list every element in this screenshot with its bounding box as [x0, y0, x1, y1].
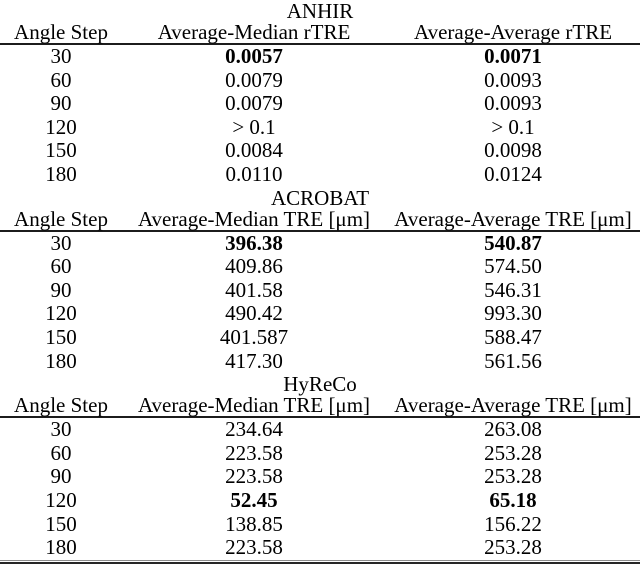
- average-rtre-cell: 0.0093: [484, 91, 542, 116]
- table-row: 120 490.42 993.30: [0, 302, 640, 326]
- table-row: 120 > 0.1 > 0.1: [0, 114, 640, 140]
- median-rtre-cell: 0.0079: [225, 91, 283, 116]
- angle-step-cell: 90: [50, 277, 72, 302]
- table-bottom-rule: [0, 559, 640, 565]
- median-rtre-cell: 0.0084: [225, 138, 283, 163]
- median-tre-cell: 401.58: [225, 277, 283, 302]
- angle-step-cell: 150: [45, 511, 77, 536]
- table-row: 30 234.64 263.08: [0, 417, 640, 442]
- table-row: 90 223.58 253.28: [0, 465, 640, 489]
- table-row: 180 0.0110 0.0124: [0, 161, 640, 187]
- table-row: 150 0.0084 0.0098: [0, 139, 640, 163]
- table-title-row: HyReCo: [0, 373, 640, 395]
- table-row: 150 138.85 156.22: [0, 511, 640, 537]
- column-header-median-tre: Average-Median TRE [μm]: [122, 395, 386, 419]
- table-header-row: Angle Step Average-Median TRE [μm] Avera…: [0, 395, 640, 419]
- median-tre-cell: 234.64: [225, 417, 283, 442]
- column-header-angle-step: Angle Step: [0, 22, 122, 45]
- median-rtre-cell: 0.0057: [225, 44, 283, 68]
- angle-step-cell: 150: [45, 324, 77, 349]
- median-tre-cell: 138.85: [225, 511, 283, 536]
- angle-step-cell: 180: [45, 535, 77, 560]
- angle-step-cell: 120: [45, 114, 77, 139]
- average-tre-cell: 253.28: [484, 464, 542, 489]
- angle-step-cell: 120: [45, 301, 77, 326]
- table-row: 120 52.45 65.18: [0, 487, 640, 513]
- column-header-median-rtre: Average-Median rTRE: [122, 22, 386, 45]
- angle-step-cell: 180: [45, 348, 77, 373]
- average-tre-cell: 65.18: [489, 487, 537, 512]
- average-rtre-cell: 0.0098: [484, 138, 542, 163]
- average-rtre-cell: 0.0124: [484, 161, 542, 186]
- average-tre-cell: 588.47: [484, 324, 542, 349]
- average-tre-cell: 253.28: [484, 535, 542, 560]
- table-title: HyReCo: [283, 372, 357, 397]
- average-tre-cell: 561.56: [484, 348, 542, 373]
- median-tre-cell: 396.38: [225, 230, 283, 255]
- median-rtre-cell: 0.0079: [225, 67, 283, 92]
- table-section-acrobat: ACROBAT Angle Step Average-Median TRE [μ…: [0, 187, 640, 374]
- angle-step-cell: 150: [45, 138, 77, 163]
- average-rtre-cell: > 0.1: [491, 114, 535, 139]
- average-rtre-cell: 0.0071: [484, 44, 542, 68]
- average-rtre-cell: 0.0093: [484, 67, 542, 92]
- average-tre-cell: 253.28: [484, 440, 542, 465]
- median-tre-cell: 52.45: [230, 487, 278, 512]
- table-row: 60 0.0079 0.0093: [0, 67, 640, 93]
- average-tre-cell: 993.30: [484, 301, 542, 326]
- table-header-row: Angle Step Average-Median rTRE Average-A…: [0, 22, 640, 45]
- angle-step-cell: 90: [50, 464, 72, 489]
- column-header-average-tre: Average-Average TRE [μm]: [386, 395, 640, 419]
- table-title: ANHIR: [286, 0, 354, 23]
- angle-step-cell: 60: [50, 254, 72, 279]
- median-tre-cell: 409.86: [225, 254, 283, 279]
- table-section-hyreco: HyReCo Angle Step Average-Median TRE [μm…: [0, 373, 640, 560]
- angle-step-cell: 60: [50, 440, 72, 465]
- column-header-median-tre: Average-Median TRE [μm]: [122, 208, 386, 232]
- median-rtre-cell: 0.0110: [225, 161, 283, 186]
- median-tre-cell: 417.30: [225, 348, 283, 373]
- average-tre-cell: 546.31: [484, 277, 542, 302]
- column-header-angle-step: Angle Step: [0, 208, 122, 232]
- median-tre-cell: 223.58: [225, 440, 283, 465]
- table-row: 90 401.58 546.31: [0, 277, 640, 303]
- table-row: 60 223.58 253.28: [0, 440, 640, 466]
- table-row: 150 401.587 588.47: [0, 324, 640, 350]
- median-tre-cell: 223.58: [225, 535, 283, 560]
- angle-step-cell: 30: [50, 44, 72, 68]
- table-row: 30 0.0057 0.0071: [0, 44, 640, 69]
- column-header-average-rtre: Average-Average rTRE: [386, 22, 640, 45]
- average-tre-cell: 574.50: [484, 254, 542, 279]
- table-row: 90 0.0079 0.0093: [0, 92, 640, 116]
- median-tre-cell: 490.42: [225, 301, 283, 326]
- table-title-row: ANHIR: [0, 0, 640, 22]
- angle-step-cell: 30: [50, 230, 72, 255]
- angle-step-cell: 120: [45, 487, 77, 512]
- column-header-angle-step: Angle Step: [0, 395, 122, 419]
- angle-step-cell: 30: [50, 417, 72, 442]
- table-row: 180 223.58 253.28: [0, 535, 640, 560]
- table-title-row: ACROBAT: [0, 187, 640, 209]
- average-tre-cell: 540.87: [484, 230, 542, 255]
- median-rtre-cell: > 0.1: [232, 114, 276, 139]
- table-section-anhir: ANHIR Angle Step Average-Median rTRE Ave…: [0, 0, 640, 187]
- table-header-row: Angle Step Average-Median TRE [μm] Avera…: [0, 208, 640, 232]
- table-row: 60 409.86 574.50: [0, 255, 640, 279]
- table-title: ACROBAT: [271, 185, 370, 210]
- angle-step-cell: 180: [45, 161, 77, 186]
- table-row: 180 417.30 561.56: [0, 348, 640, 374]
- angle-step-cell: 90: [50, 91, 72, 116]
- angle-step-cell: 60: [50, 67, 72, 92]
- column-header-average-tre: Average-Average TRE [μm]: [386, 208, 640, 232]
- table-row: 30 396.38 540.87: [0, 231, 640, 256]
- median-tre-cell: 223.58: [225, 464, 283, 489]
- average-tre-cell: 156.22: [484, 511, 542, 536]
- median-tre-cell: 401.587: [219, 324, 289, 349]
- average-tre-cell: 263.08: [484, 417, 542, 442]
